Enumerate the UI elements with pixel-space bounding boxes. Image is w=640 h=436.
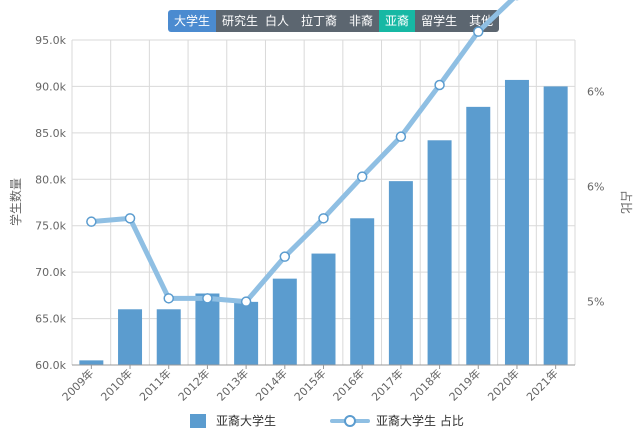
bar xyxy=(466,106,491,365)
bar xyxy=(504,79,529,365)
x-tick-label: 2012年 xyxy=(175,366,212,403)
share-point xyxy=(163,293,174,304)
x-tick-label: 2021年 xyxy=(523,366,560,403)
y-left-axis-title: 学生数量 xyxy=(8,178,23,226)
bar xyxy=(234,301,259,365)
share-point xyxy=(124,213,136,224)
race-latino-button[interactable]: 拉丁裔 xyxy=(295,10,344,32)
y-right-tick-label: 5% xyxy=(587,296,604,309)
y-left-tick-label: 65.0k xyxy=(35,313,66,326)
share-point xyxy=(473,26,484,37)
y-right-tick-label: 6% xyxy=(587,86,604,99)
legend-line-label: 亚裔大学生 占比 xyxy=(376,414,464,428)
bar xyxy=(350,218,375,365)
legend-item-bar[interactable]: 亚裔大学生 xyxy=(190,412,276,429)
y-left-tick-label: 85.0k xyxy=(35,127,66,140)
x-tick-label: 2015年 xyxy=(291,366,328,403)
bar xyxy=(311,253,336,365)
legend-item-line[interactable]: 亚裔大学生 占比 xyxy=(330,412,464,429)
y-left-tick-label: 80.0k xyxy=(35,173,66,186)
y-left-tick-label: 70.0k xyxy=(35,266,66,279)
x-tick-label: 2013年 xyxy=(214,366,251,403)
race-african-button[interactable]: 非裔 xyxy=(343,10,380,32)
y-right-tick-label: 6% xyxy=(587,181,604,194)
bar xyxy=(272,278,297,365)
x-tick-label: 2018年 xyxy=(407,366,444,403)
share-point xyxy=(202,293,213,304)
x-tick-label: 2020年 xyxy=(485,366,522,403)
legend-line-swatch xyxy=(330,414,370,428)
x-tick-label: 2011年 xyxy=(136,366,173,403)
race-toggle-group: 白人 拉丁裔 非裔 亚裔 留学生 其他 xyxy=(259,10,500,32)
share-point xyxy=(434,79,445,91)
x-tick-label: 2014年 xyxy=(252,366,289,403)
share-point xyxy=(318,213,329,224)
y-left-tick-label: 60.0k xyxy=(35,359,66,372)
race-asian-button[interactable]: 亚裔 xyxy=(379,10,416,32)
share-point xyxy=(279,251,291,262)
share-point xyxy=(240,296,252,307)
y-left-tick-label: 75.0k xyxy=(35,220,66,233)
share-point xyxy=(86,216,97,227)
race-international-button[interactable]: 留学生 xyxy=(415,10,464,32)
bar xyxy=(388,181,413,365)
legend-bar-label: 亚裔大学生 xyxy=(216,414,277,428)
y-right-axis-title: 占比 xyxy=(619,190,634,214)
race-white-button[interactable]: 白人 xyxy=(259,10,296,32)
bar xyxy=(195,293,220,365)
y-left-tick-label: 95.0k xyxy=(35,34,66,47)
x-tick-label: 2010年 xyxy=(98,366,135,403)
level-undergrad-button[interactable]: 大学生 xyxy=(168,10,217,32)
level-toggle-group: 大学生 研究生 xyxy=(168,10,265,32)
bar xyxy=(543,86,568,365)
enrollment-chart: 60.0k 65.0k 70.0k 75.0k 80.0k 85.0k 90.0k 95.0k… xyxy=(8,0,634,404)
level-graduate-button[interactable]: 研究生 xyxy=(216,10,265,32)
y-left-tick-label: 90.0k xyxy=(35,80,66,93)
legend-bar-swatch xyxy=(190,413,206,428)
bar xyxy=(118,309,143,365)
share-point xyxy=(395,131,407,142)
bar xyxy=(156,309,181,365)
bar xyxy=(427,140,452,365)
bar xyxy=(79,360,104,365)
share-point xyxy=(356,171,368,182)
x-tick-label: 2017年 xyxy=(369,366,406,403)
x-tick-label: 2016年 xyxy=(330,366,367,403)
x-tick-label: 2019年 xyxy=(446,366,483,403)
